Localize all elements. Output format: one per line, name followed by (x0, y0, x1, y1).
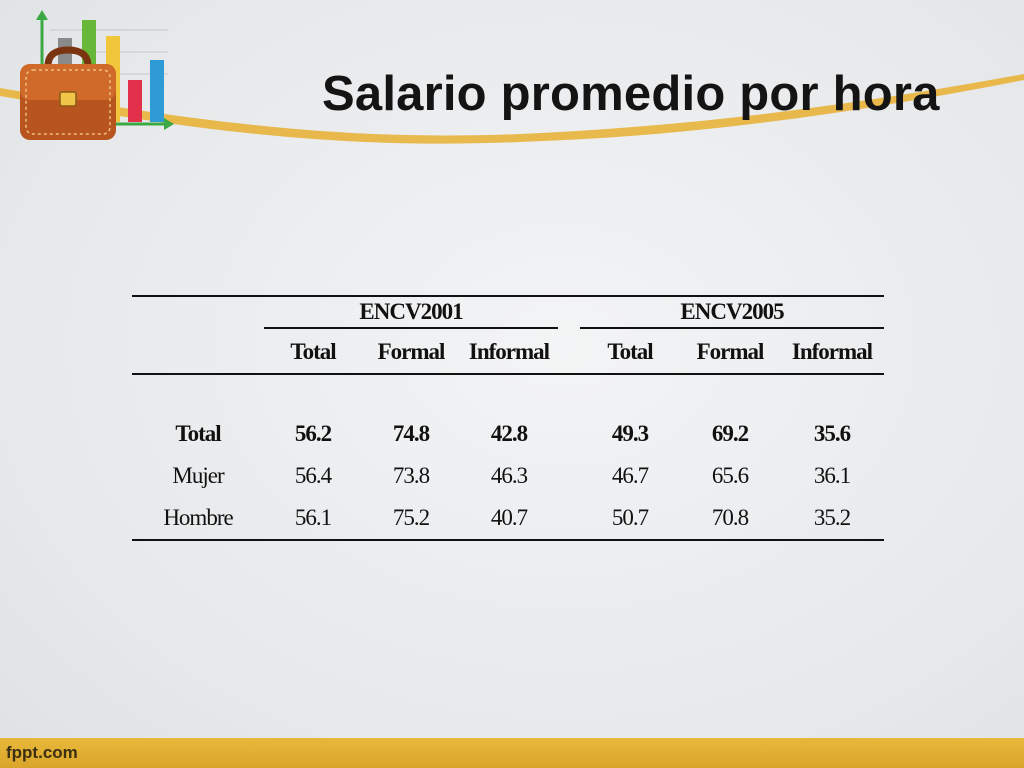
table-cell: 73.8 (392, 463, 430, 488)
table-cell: 56.1 (264, 497, 362, 541)
table-cell: 75.2 (362, 497, 460, 541)
table-row: Total 56.2 74.8 42.8 49.3 69.2 35.6 (132, 413, 884, 455)
table-cell: 70.8 (680, 497, 780, 541)
column-header: Total (264, 331, 362, 375)
slide-title: Salario promedio por hora (322, 67, 940, 121)
row-label: Total (175, 421, 221, 446)
table-cell: 40.7 (460, 497, 558, 541)
column-header: Formal (680, 331, 780, 375)
column-header: Informal (460, 331, 558, 375)
footer-bar: fppt.com (0, 738, 1024, 768)
table-row: Mujer 56.4 73.8 46.3 46.7 65.6 36.1 (132, 455, 884, 497)
briefcase-chart-icon (20, 10, 174, 140)
table-cell: 49.3 (611, 421, 649, 446)
table-cell: 69.2 (711, 421, 749, 446)
table-cell: 46.7 (611, 463, 649, 488)
column-header: Total (580, 331, 680, 375)
table-cell: 56.2 (294, 421, 332, 446)
column-header: Formal (362, 331, 460, 375)
table-cell: 56.4 (294, 463, 332, 488)
row-label: Mujer (172, 463, 224, 488)
table-cell: 74.8 (392, 421, 430, 446)
group-header-encv2001: ENCV2001 (264, 297, 558, 331)
table-cell: 46.3 (490, 463, 528, 488)
table-cell: 36.1 (813, 463, 851, 488)
table-cell: 35.6 (813, 421, 851, 446)
table-cell: 50.7 (580, 497, 680, 541)
table-row: Hombre 56.1 75.2 40.7 50.7 70.8 35.2 (132, 497, 884, 541)
table-cell: 42.8 (490, 421, 528, 446)
table-cell: 65.6 (711, 463, 749, 488)
salary-table: ENCV2001 ENCV2005 Total Formal Informal … (132, 295, 884, 541)
row-label: Hombre (132, 497, 264, 541)
table-cell: 35.2 (780, 497, 884, 541)
column-header: Informal (780, 331, 884, 375)
footer-brand[interactable]: fppt.com (6, 743, 78, 762)
group-header-encv2005: ENCV2005 (580, 297, 884, 331)
header-swoosh (0, 74, 1024, 144)
